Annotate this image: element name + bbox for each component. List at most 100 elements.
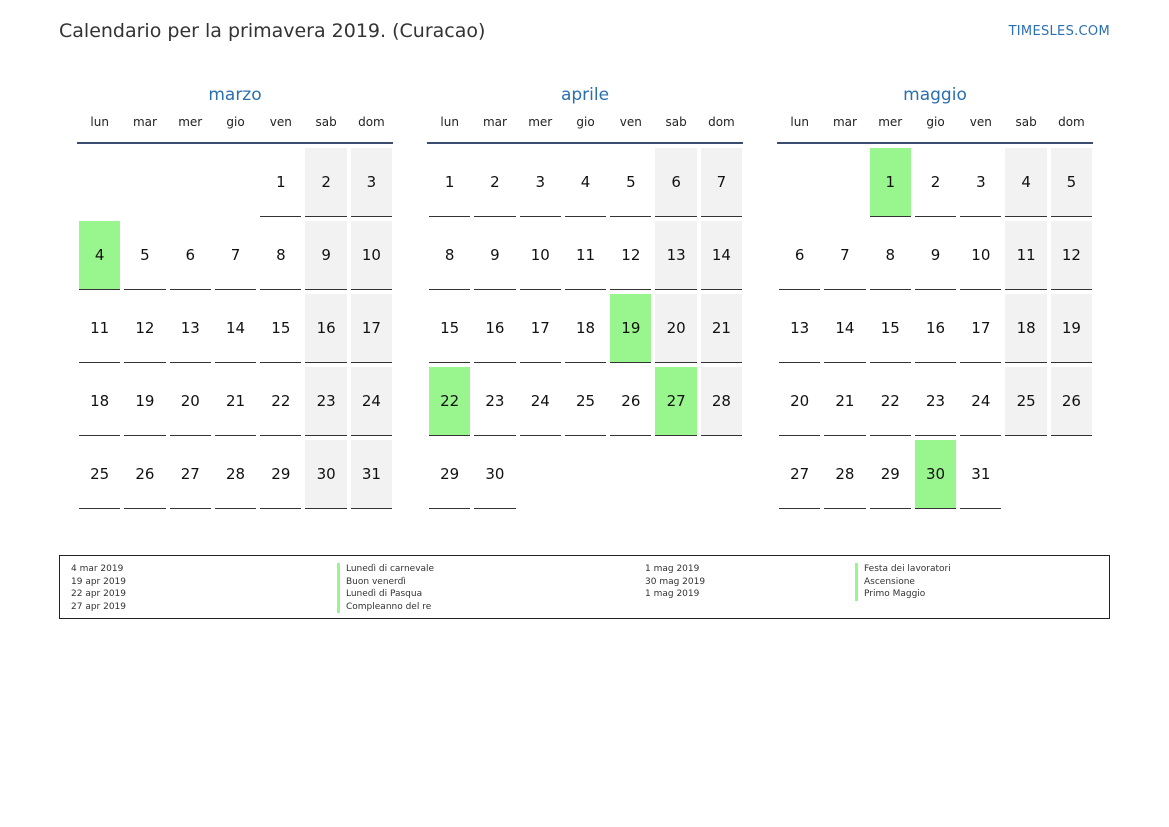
day-cell: 2 — [474, 148, 516, 217]
weekday-label: ven — [969, 115, 992, 129]
weekend-day-cell: 12 — [1050, 221, 1093, 290]
day-cell: 27 — [779, 440, 821, 509]
day-grid: 1 2 3 4 5 6 7 8 9 10 11 12 13 14 15 16 17 18 19 20 21 22 23 24 2… — [777, 148, 1093, 513]
weekend-day-cell: 28 — [700, 367, 743, 436]
day-cell: 5 — [610, 148, 652, 217]
day-cell: 16 — [914, 294, 957, 363]
weekend-day-cell: 19 — [1050, 294, 1093, 363]
weekday-label: ven — [269, 115, 292, 129]
day-cell: 9 — [474, 221, 516, 290]
weekday-label: ven — [619, 115, 642, 129]
day-cell: 17 — [519, 294, 561, 363]
holiday-day-cell: 1 — [869, 148, 911, 217]
day-cell: 18 — [79, 367, 121, 436]
legend-date: 27 apr 2019 — [71, 601, 127, 612]
weekday-label: sab — [1015, 115, 1037, 129]
day-cell: 14 — [214, 294, 257, 363]
day-cell: 7 — [824, 221, 866, 290]
weekday-label: dom — [1058, 115, 1085, 129]
weekday-label: gio — [576, 115, 595, 129]
weekend-day-cell: 25 — [1005, 367, 1047, 436]
day-cell: 25 — [564, 367, 607, 436]
weekday-label: mar — [132, 115, 157, 129]
weekend-day-cell: 16 — [305, 294, 347, 363]
day-cell: 6 — [779, 221, 821, 290]
day-cell: 30 — [474, 440, 516, 509]
day-cell: 29 — [260, 440, 302, 509]
day-cell: 8 — [869, 221, 911, 290]
day-cell: 23 — [914, 367, 957, 436]
day-cell: 11 — [79, 294, 121, 363]
weekend-day-cell: 17 — [350, 294, 393, 363]
legend-holiday-name: Primo Maggio — [855, 588, 951, 601]
legend-date: 1 mag 2019 — [645, 564, 700, 574]
day-cell: 24 — [960, 367, 1002, 436]
month-name: aprile — [560, 85, 610, 105]
weekday-label: sab — [315, 115, 337, 129]
weekend-day-cell: 14 — [700, 221, 743, 290]
weekday-label: mer — [178, 115, 203, 129]
day-cell: 13 — [169, 294, 211, 363]
holiday-legend: 4 mar 2019 19 apr 2019 22 apr 2019 27 ap… — [59, 555, 1110, 619]
day-cell: 9 — [914, 221, 957, 290]
holiday-day-cell: 4 — [79, 221, 121, 290]
day-cell: 3 — [960, 148, 1002, 217]
day-cell: 17 — [960, 294, 1002, 363]
weekday-label: sab — [665, 115, 687, 129]
weekday-header: lun mar mer gio ven sab dom — [77, 116, 393, 144]
legend-holiday-name: Lunedì di Pasqua — [337, 588, 434, 601]
day-cell: 18 — [564, 294, 607, 363]
legend-holiday-name: Ascensione — [855, 575, 951, 588]
day-cell: 10 — [960, 221, 1002, 290]
day-cell: 3 — [519, 148, 561, 217]
day-cell: 21 — [824, 367, 866, 436]
day-cell: 2 — [914, 148, 957, 217]
site-link[interactable]: TIMESLES.COM — [1008, 24, 1110, 39]
day-cell: 24 — [519, 367, 561, 436]
day-cell: 8 — [260, 221, 302, 290]
day-cell: 1 — [260, 148, 302, 217]
day-cell: 31 — [960, 440, 1002, 509]
legend-date: 22 apr 2019 — [71, 589, 127, 599]
weekend-day-cell: 5 — [1050, 148, 1093, 217]
day-cell: 13 — [779, 294, 821, 363]
legend-date: 30 mag 2019 — [645, 576, 706, 587]
day-cell: 28 — [824, 440, 866, 509]
month-name: maggio — [903, 85, 967, 105]
weekend-day-cell: 23 — [305, 367, 347, 436]
weekday-label: gio — [926, 115, 945, 129]
weekend-day-cell: 4 — [1005, 148, 1047, 217]
empty-cell — [170, 148, 211, 217]
day-cell: 12 — [610, 221, 652, 290]
weekday-header: lun mar mer gio ven sab dom — [777, 116, 1093, 144]
day-cell: 27 — [169, 440, 211, 509]
empty-cell — [779, 148, 820, 217]
weekday-label: mer — [528, 115, 553, 129]
weekday-label: lun — [90, 115, 109, 129]
weekday-label: mar — [832, 115, 857, 129]
weekend-day-cell: 13 — [655, 221, 697, 290]
weekday-label: dom — [708, 115, 735, 129]
day-cell: 22 — [260, 367, 302, 436]
weekend-day-cell: 18 — [1005, 294, 1047, 363]
weekday-label: mer — [878, 115, 903, 129]
month-name: marzo — [208, 85, 262, 105]
month-calendar: maggio lun mar mer gio ven sab dom 1 2 3 4 5 6 7 8 9 10… — [777, 84, 1093, 513]
legend-holiday-name: Compleanno del re — [337, 600, 434, 613]
day-cell: 21 — [214, 367, 257, 436]
weekend-day-cell: 21 — [700, 294, 743, 363]
legend-date: 19 apr 2019 — [71, 576, 127, 587]
day-cell: 6 — [169, 221, 211, 290]
weekday-label: gio — [226, 115, 245, 129]
day-cell: 10 — [519, 221, 561, 290]
day-cell: 26 — [124, 440, 166, 509]
day-cell: 19 — [124, 367, 166, 436]
day-cell: 22 — [869, 367, 911, 436]
day-cell: 15 — [260, 294, 302, 363]
day-cell: 15 — [429, 294, 471, 363]
weekday-header: lun mar mer gio ven sab dom — [427, 116, 743, 144]
empty-cell — [79, 148, 120, 217]
weekend-day-cell: 31 — [350, 440, 393, 509]
legend-dates-right: 1 mag 2019 30 mag 2019 1 mag 2019 — [645, 563, 705, 601]
legend-date: 1 mag 2019 — [645, 589, 700, 599]
